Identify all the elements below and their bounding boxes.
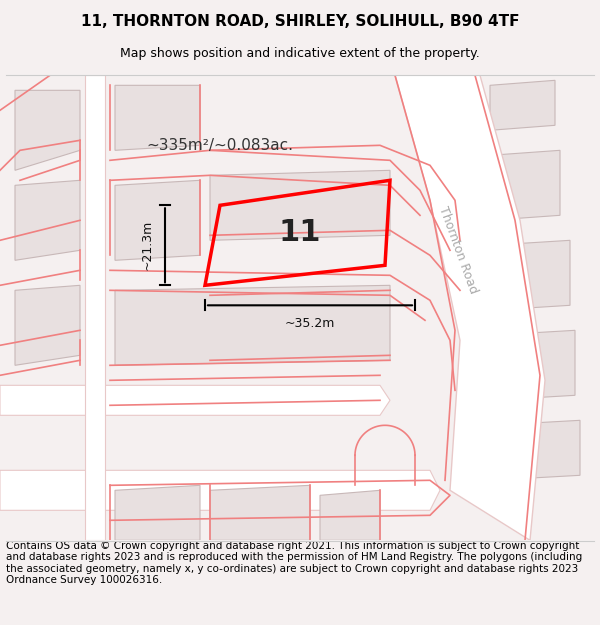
Text: Thornton Road: Thornton Road xyxy=(436,205,480,296)
Polygon shape xyxy=(490,80,555,130)
Text: Map shows position and indicative extent of the property.: Map shows position and indicative extent… xyxy=(120,48,480,61)
Polygon shape xyxy=(0,385,390,415)
Polygon shape xyxy=(115,180,200,260)
Polygon shape xyxy=(210,485,310,540)
Polygon shape xyxy=(85,75,105,540)
Polygon shape xyxy=(15,90,80,170)
Polygon shape xyxy=(15,285,80,365)
Polygon shape xyxy=(115,285,390,365)
Polygon shape xyxy=(15,180,80,260)
Polygon shape xyxy=(320,490,380,540)
Polygon shape xyxy=(490,150,560,220)
Polygon shape xyxy=(115,85,200,150)
Text: ~335m²/~0.083ac.: ~335m²/~0.083ac. xyxy=(146,138,293,152)
Polygon shape xyxy=(115,485,200,540)
Text: 11, THORNTON ROAD, SHIRLEY, SOLIHULL, B90 4TF: 11, THORNTON ROAD, SHIRLEY, SOLIHULL, B9… xyxy=(81,14,519,29)
Text: Contains OS data © Crown copyright and database right 2021. This information is : Contains OS data © Crown copyright and d… xyxy=(6,541,582,586)
Text: ~35.2m: ~35.2m xyxy=(285,317,335,330)
Polygon shape xyxy=(490,330,575,400)
Text: ~21.3m: ~21.3m xyxy=(140,220,154,271)
Text: 11: 11 xyxy=(279,217,321,247)
Polygon shape xyxy=(490,240,570,310)
Polygon shape xyxy=(490,420,580,480)
Polygon shape xyxy=(210,170,390,240)
Polygon shape xyxy=(0,470,440,510)
Polygon shape xyxy=(395,75,545,540)
